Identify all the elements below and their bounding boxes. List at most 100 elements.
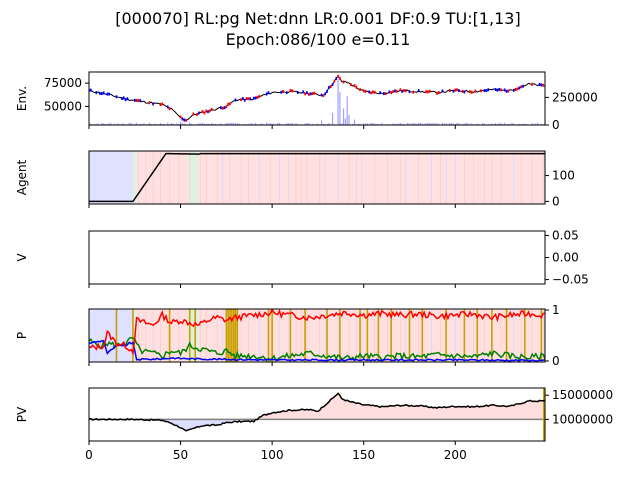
volume-bar xyxy=(366,123,368,125)
volume-bar xyxy=(130,122,132,125)
action-mark xyxy=(456,88,458,92)
y-left-tick-label: 50000 xyxy=(44,99,82,113)
y-right-tick-label: 0 xyxy=(552,194,560,208)
y-right-tick-label: 15000000 xyxy=(552,388,613,402)
volume-bar xyxy=(249,123,251,125)
action-mark xyxy=(198,111,200,115)
action-mark xyxy=(115,95,118,99)
action-mark xyxy=(513,88,515,92)
region xyxy=(92,151,133,204)
volume-bar xyxy=(394,123,396,125)
chart-title-line1: [000070] RL:pg Net:dnn LR:0.001 DF:0.9 T… xyxy=(115,9,520,28)
x-tick-label: 200 xyxy=(444,448,467,462)
buy-prob-line xyxy=(89,309,545,356)
action-mark xyxy=(461,89,464,93)
volume-bar xyxy=(143,123,145,125)
volume-bar xyxy=(139,123,141,125)
volume-bar xyxy=(108,123,110,125)
action-mark xyxy=(474,89,477,93)
volume-bar xyxy=(172,123,174,125)
action-mark xyxy=(383,92,385,96)
hold-prob-line xyxy=(89,336,545,362)
action-mark xyxy=(302,90,305,94)
volume-bar xyxy=(465,122,467,125)
volume-bar xyxy=(277,123,279,125)
volume-bar xyxy=(123,123,125,125)
action-mark xyxy=(324,92,327,96)
volume-bar xyxy=(159,123,162,125)
y-right-tick-label: 0 xyxy=(552,354,560,368)
y-right-tick-label: 10000000 xyxy=(552,412,613,426)
volume-bar xyxy=(452,123,455,125)
volume-bar xyxy=(262,123,264,125)
action-mark xyxy=(503,88,506,92)
volume-bar xyxy=(482,122,484,125)
volume-bar xyxy=(537,122,539,125)
volume-bar xyxy=(207,123,209,125)
action-mark xyxy=(392,90,394,94)
action-mark xyxy=(500,88,502,92)
volume-bar xyxy=(154,123,156,125)
action-mark xyxy=(384,92,387,96)
action-mark xyxy=(181,117,184,121)
action-mark xyxy=(124,98,127,102)
action-mark xyxy=(370,91,372,95)
volume-bar xyxy=(438,123,440,125)
volume-bar xyxy=(114,123,116,125)
volume-bar xyxy=(372,123,374,125)
action-mark xyxy=(320,93,323,97)
action-mark xyxy=(542,83,544,87)
volume-bar xyxy=(121,123,123,125)
volume-bar xyxy=(504,123,506,125)
region xyxy=(198,151,545,204)
volume-bar xyxy=(410,123,412,125)
volume-bar xyxy=(500,123,502,125)
volume-bar xyxy=(443,123,445,125)
volume-bar xyxy=(260,123,262,125)
volume-bar xyxy=(483,123,486,125)
action-mark xyxy=(249,97,251,101)
volume-bar xyxy=(233,122,235,125)
volume-bar xyxy=(461,123,464,125)
volume-bar xyxy=(269,122,271,125)
p-ylabel: P xyxy=(15,332,29,339)
volume-bar xyxy=(368,123,370,125)
agent-panel: 0 100 Agent xyxy=(15,150,575,208)
action-mark xyxy=(106,92,109,96)
volume-bar xyxy=(359,123,361,125)
y-right-tick-label: 0.05 xyxy=(552,228,579,242)
action-mark xyxy=(254,96,257,100)
action-mark xyxy=(364,89,367,93)
action-mark xyxy=(99,91,101,95)
volume-bar xyxy=(212,123,215,125)
volume-bar xyxy=(471,123,473,125)
panels: 50000750000250000Env.0100Agent0.050.00−0… xyxy=(15,71,613,462)
action-mark xyxy=(355,85,358,89)
action-mark xyxy=(454,88,457,92)
action-mark xyxy=(265,92,268,96)
action-mark xyxy=(307,92,310,96)
action-mark xyxy=(148,101,151,105)
volume-bar xyxy=(201,122,204,125)
volume-bar xyxy=(339,91,341,125)
volume-bar xyxy=(491,123,493,125)
volume-bar xyxy=(181,123,183,125)
chart-title-line2: Epoch:086/100 e=0.11 xyxy=(226,30,411,49)
region xyxy=(187,309,199,362)
action-mark xyxy=(280,90,283,94)
volume-bar xyxy=(214,123,216,125)
y-right-tick-label: 100 xyxy=(552,169,575,183)
action-mark xyxy=(353,84,356,88)
volume-bar xyxy=(198,123,200,125)
volume-bar xyxy=(306,123,308,125)
action-mark xyxy=(309,92,312,96)
action-mark xyxy=(328,85,330,89)
volume-bar xyxy=(205,123,207,125)
region xyxy=(187,151,199,204)
volume-bar xyxy=(295,123,297,125)
volume-bar xyxy=(540,123,542,125)
agent-regions xyxy=(89,151,545,204)
volume-bar xyxy=(498,122,500,125)
volume-bar xyxy=(401,123,403,125)
